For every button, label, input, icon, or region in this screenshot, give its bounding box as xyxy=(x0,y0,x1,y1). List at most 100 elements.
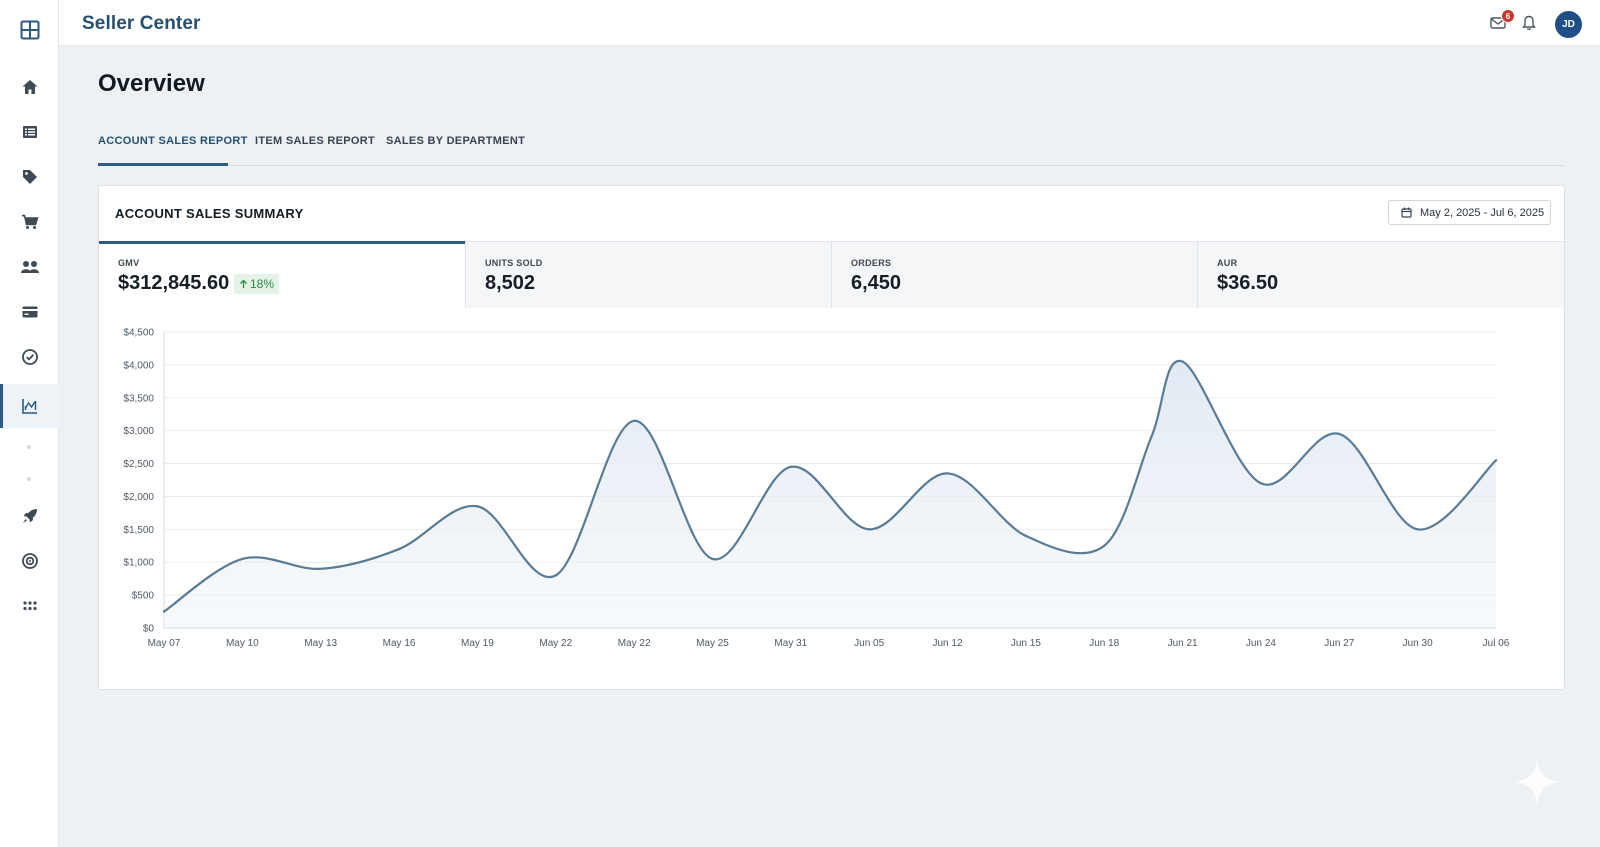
data-point xyxy=(397,547,401,551)
y-tick-label: $3,500 xyxy=(123,393,154,404)
data-point xyxy=(1416,528,1419,531)
sidebar-divider-dot xyxy=(27,445,31,449)
data-point xyxy=(162,610,166,613)
sales-line-chart: $0 $500 $1,000 $1,500 $2,000 $2,500 $3,000 $3,5… xyxy=(123,328,1510,650)
x-tick-label: May 31 xyxy=(774,638,807,649)
data-point xyxy=(1103,544,1106,547)
sales-area xyxy=(164,360,1496,628)
tag-icon xyxy=(22,170,37,184)
data-point xyxy=(867,528,871,531)
page-title: Overview xyxy=(98,70,205,97)
tab-sales-by-department[interactable]: SALES BY DEPARTMENT xyxy=(386,135,526,147)
metric-label: UNITS SOLD xyxy=(485,258,543,268)
sidebar-item-orders[interactable] xyxy=(0,200,59,244)
tab-item-sales-report[interactable]: ITEM SALES REPORT xyxy=(255,135,375,147)
metric-label: AUR xyxy=(1217,258,1238,268)
y-tick-label: $0 xyxy=(143,624,155,635)
data-point xyxy=(632,419,636,422)
data-point xyxy=(476,505,479,508)
sidebar-item-payments[interactable] xyxy=(0,290,59,334)
x-tick-label: Jun 27 xyxy=(1324,638,1354,649)
change-value: 18% xyxy=(250,277,275,291)
sidebar-item-listings[interactable] xyxy=(0,110,59,154)
metric-orders[interactable]: ORDERS 6,450 xyxy=(832,242,1198,308)
x-tick-label: Jun 24 xyxy=(1246,638,1276,649)
home-icon xyxy=(22,80,37,94)
metric-label: GMV xyxy=(118,258,140,268)
data-point xyxy=(554,574,557,577)
metric-value: $36.50 xyxy=(1217,272,1279,294)
data-point xyxy=(789,465,793,469)
tab-account-sales-report[interactable]: ACCOUNT SALES REPORT xyxy=(98,135,248,147)
sidebar-item-partners[interactable] xyxy=(0,245,59,289)
y-tick-label: $4,500 xyxy=(123,328,154,339)
sidebar-item-advertising[interactable] xyxy=(0,539,59,583)
x-tick-label: May 25 xyxy=(696,638,729,649)
y-tick-label: $2,000 xyxy=(123,492,154,503)
y-tick-label: $1,000 xyxy=(123,558,154,569)
sparkle-icon xyxy=(1514,759,1560,805)
sidebar-item-performance[interactable] xyxy=(0,335,59,379)
data-point xyxy=(1338,432,1341,436)
date-range-picker[interactable]: May 2, 2025 - Jul 6, 2025 xyxy=(1388,200,1551,225)
metric-units-sold[interactable]: UNITS SOLD 8,502 xyxy=(466,242,832,308)
people-icon xyxy=(20,261,39,273)
y-tick-label: $2,500 xyxy=(123,459,154,470)
metric-value: 8,502 xyxy=(485,272,536,294)
active-tab-indicator xyxy=(98,163,228,166)
dashboard-grid-icon[interactable] xyxy=(0,12,59,48)
user-avatar[interactable]: JD xyxy=(1555,11,1582,38)
metrics-row: GMV $312,845.60 18% UNITS SOLD 8,502 ORD… xyxy=(99,241,1564,308)
metric-gmv[interactable]: GMV $312,845.60 18% xyxy=(99,241,466,308)
x-tick-label: May 22 xyxy=(618,638,651,649)
metric-label: ORDERS xyxy=(851,258,892,268)
sidebar-item-apps[interactable] xyxy=(0,584,59,628)
data-point xyxy=(946,472,949,475)
card-title: ACCOUNT SALES SUMMARY xyxy=(115,206,304,221)
sidebar-item-pricing[interactable] xyxy=(0,155,59,199)
top-header: Seller Center xyxy=(59,0,1600,46)
apps-grid-icon xyxy=(22,601,37,611)
x-tick-label: May 19 xyxy=(461,638,494,649)
x-tick-label: Jun 12 xyxy=(933,638,963,649)
check-circle-icon xyxy=(21,349,38,365)
x-tick-label: Jun 05 xyxy=(854,638,884,649)
data-point xyxy=(1150,436,1153,439)
date-range-text: May 2, 2025 - Jul 6, 2025 xyxy=(1420,206,1545,219)
calendar-icon xyxy=(1401,207,1412,218)
sidebar-divider-dot xyxy=(27,477,31,481)
metric-aur[interactable]: AUR $36.50 xyxy=(1198,242,1564,308)
sidebar-item-growth[interactable] xyxy=(0,494,59,538)
app-title: Seller Center xyxy=(82,13,201,34)
cart-icon xyxy=(21,214,39,229)
y-tick-label: $1,500 xyxy=(123,525,154,536)
sidebar xyxy=(0,0,59,847)
analytics-icon xyxy=(21,399,37,414)
x-tick-label: Jun 30 xyxy=(1403,638,1433,649)
data-point xyxy=(1494,459,1498,462)
sidebar-item-analytics[interactable] xyxy=(0,384,59,428)
data-point xyxy=(711,557,714,561)
metric-value: 6,450 xyxy=(851,272,902,294)
mail-count-badge: 6 xyxy=(1501,9,1515,23)
sidebar-item-home[interactable] xyxy=(0,65,59,109)
y-tick-label: $3,000 xyxy=(123,426,154,437)
report-tabs: ACCOUNT SALES REPORT ITEM SALES REPORT S… xyxy=(98,125,1565,166)
x-tick-label: Jul 06 xyxy=(1483,638,1510,649)
x-tick-label: Jun 18 xyxy=(1089,638,1119,649)
x-tick-label: May 16 xyxy=(383,638,416,649)
y-tick-label: $4,000 xyxy=(123,360,154,371)
data-point xyxy=(1024,534,1028,538)
metric-value: $312,845.60 xyxy=(118,272,230,294)
target-icon xyxy=(21,553,38,569)
card-icon xyxy=(22,306,37,318)
x-tick-label: Jun 15 xyxy=(1011,638,1041,649)
arrow-up-icon xyxy=(240,279,247,288)
data-point xyxy=(241,557,244,561)
notifications-button[interactable] xyxy=(1519,13,1539,33)
data-point xyxy=(319,567,322,570)
x-tick-label: May 10 xyxy=(226,638,259,649)
bell-icon xyxy=(1522,15,1536,31)
x-tick-label: May 13 xyxy=(304,638,337,649)
data-point xyxy=(1181,360,1184,363)
